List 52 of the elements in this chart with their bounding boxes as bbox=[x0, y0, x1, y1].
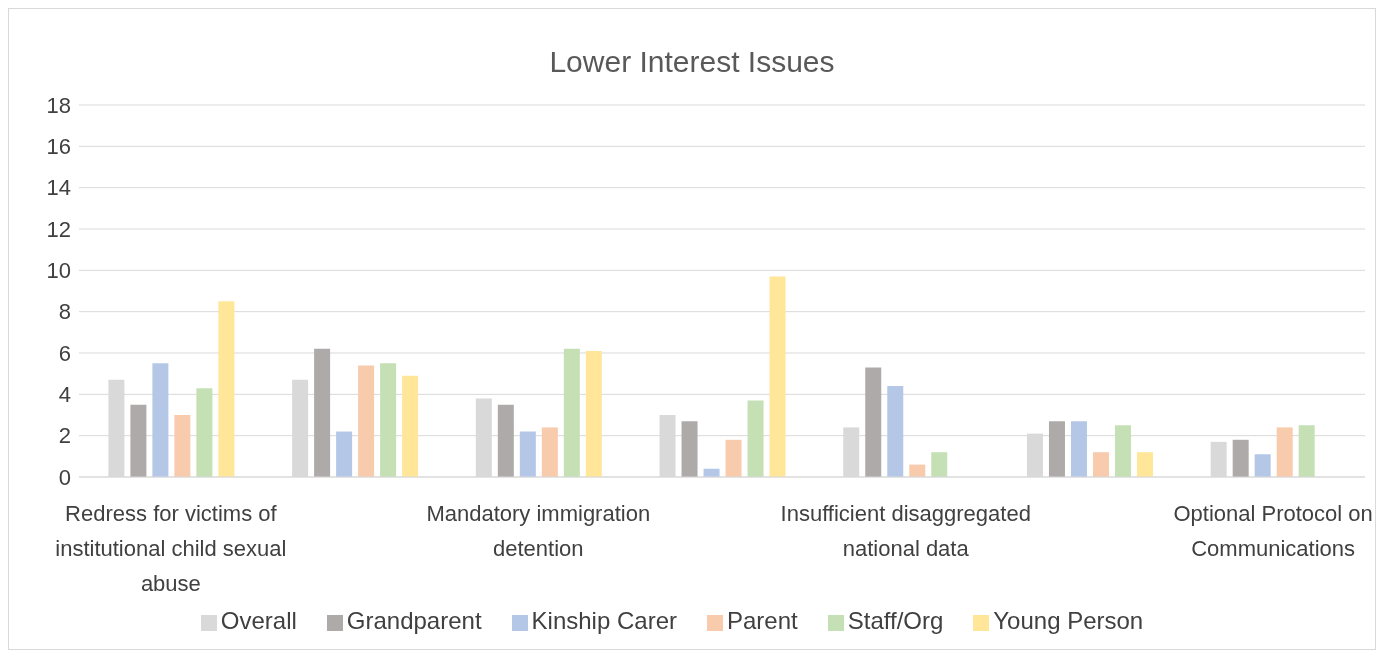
bar bbox=[196, 388, 213, 477]
bar bbox=[1232, 439, 1249, 477]
bar bbox=[218, 301, 235, 477]
bar bbox=[402, 375, 419, 477]
legend-label: Grandparent bbox=[346, 607, 482, 634]
bar bbox=[1114, 425, 1131, 477]
y-tick-label: 8 bbox=[58, 299, 71, 325]
x-tick-label: Optional Protocol on Communications bbox=[1173, 501, 1373, 561]
bar bbox=[725, 439, 742, 477]
bar bbox=[314, 348, 331, 477]
bar bbox=[152, 363, 169, 477]
legend-label: Parent bbox=[726, 607, 798, 634]
bar bbox=[931, 452, 948, 477]
bar bbox=[519, 431, 536, 477]
bar bbox=[769, 276, 786, 477]
bar bbox=[130, 404, 147, 477]
legend-label: Young Person bbox=[993, 607, 1144, 634]
legend-label: Staff/Org bbox=[847, 607, 944, 634]
bar bbox=[380, 363, 397, 477]
bar bbox=[1298, 425, 1315, 477]
bar bbox=[497, 404, 514, 477]
x-tick-label: Insufficient disaggregated national data bbox=[780, 501, 1031, 561]
bar bbox=[1048, 421, 1065, 477]
bar bbox=[1254, 454, 1271, 477]
x-tick-label: Mandatory immigration detention bbox=[426, 501, 651, 561]
y-tick-label: 14 bbox=[46, 175, 71, 201]
y-tick-label: 2 bbox=[58, 423, 71, 449]
bar bbox=[174, 415, 191, 477]
y-tick-label: 0 bbox=[58, 464, 71, 490]
y-tick-label: 18 bbox=[46, 92, 71, 118]
bar bbox=[1276, 427, 1293, 477]
legend-label: Overall bbox=[220, 607, 297, 634]
bar bbox=[563, 348, 580, 477]
x-tick-label: Redress for victims of institutional child sexual abuse bbox=[55, 501, 287, 596]
legend-label: Kinship Carer bbox=[531, 607, 677, 634]
bar bbox=[747, 400, 764, 477]
y-tick-label: 4 bbox=[58, 382, 71, 408]
bar bbox=[887, 386, 904, 477]
bar bbox=[1136, 452, 1153, 477]
bar bbox=[1070, 421, 1087, 477]
bar bbox=[541, 427, 558, 477]
y-tick-label: 16 bbox=[46, 134, 71, 160]
bar bbox=[336, 431, 353, 477]
y-tick-label: 6 bbox=[58, 340, 71, 366]
y-tick-label: 12 bbox=[46, 216, 71, 242]
chart-title: Lower Interest Issues bbox=[548, 44, 836, 80]
bar bbox=[585, 350, 602, 477]
y-tick-label: 10 bbox=[46, 258, 71, 284]
bar bbox=[681, 421, 698, 477]
bar bbox=[865, 367, 882, 477]
bar bbox=[1092, 452, 1109, 477]
bar bbox=[358, 365, 375, 477]
